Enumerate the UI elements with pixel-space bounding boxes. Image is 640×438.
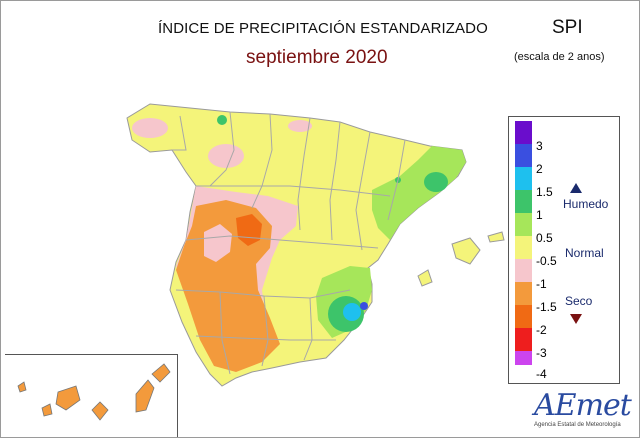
dry-zone-pink-inner [204, 224, 232, 262]
legend-swatch [515, 213, 532, 236]
logo-caption: Agencia Estatal de Meteorología [534, 422, 621, 428]
legend-tick: 1 [536, 208, 543, 222]
legend-tick: 2 [536, 162, 543, 176]
legend-swatch [515, 305, 532, 328]
legend-swatch [515, 282, 532, 305]
legend-tick: -2 [536, 323, 547, 337]
legend-tick: -1 [536, 277, 547, 291]
canary-islands [17, 363, 171, 421]
canary-inset [5, 354, 178, 437]
legend-swatch [515, 121, 532, 144]
map-title: ÍNDICE DE PRECIPITACIÓN ESTANDARIZADO [158, 20, 488, 37]
legend-swatch [515, 144, 532, 167]
dry-zone-cantabria [288, 120, 312, 132]
index-label: SPI [552, 17, 583, 38]
legend: 3 2 1.5 1 0.5 -0.5 -1 -1.5 -2 -3 -4 Hume… [508, 116, 620, 384]
legend-swatch [515, 259, 532, 282]
balearic-menorca [487, 231, 505, 243]
wet-label: Humedo [563, 197, 609, 211]
dry-arrow-icon [570, 314, 582, 324]
wet-spot-catalonia [424, 172, 448, 192]
scale-note: (escala de 2 anos) [514, 51, 605, 63]
legend-tick: -4 [536, 367, 547, 381]
map-subtitle: septiembre 2020 [246, 47, 388, 68]
wet-spot-north [217, 115, 227, 125]
legend-swatch [515, 167, 532, 190]
legend-swatch [515, 328, 532, 351]
wet-arrow-icon [570, 183, 582, 193]
logo-wordmark: AEmet [534, 388, 632, 423]
normal-label: Normal [565, 246, 604, 260]
wet-zone-northeast [372, 146, 466, 240]
legend-swatch [515, 351, 532, 365]
legend-tick: 3 [536, 139, 543, 153]
legend-tick: -3 [536, 346, 547, 360]
dry-zone-leon [208, 144, 244, 168]
balearic-mallorca [451, 237, 481, 265]
very-wet-spot-murcia [343, 303, 361, 321]
province-boundaries [172, 111, 406, 375]
legend-tick: 0.5 [536, 231, 553, 245]
legend-tick: 1.5 [536, 185, 553, 199]
extreme-wet-spot [360, 302, 368, 310]
legend-tick: -0.5 [536, 254, 557, 268]
aemet-logo: AEmet Agencia Estatal de Meteorología [534, 388, 632, 434]
legend-swatch [515, 190, 532, 213]
dry-label: Seco [565, 294, 593, 308]
balearic-ibiza [417, 269, 433, 287]
peninsula-base [126, 103, 467, 387]
legend-tick: -1.5 [536, 300, 557, 314]
legend-swatch [515, 236, 532, 259]
dry-zone-galicia [132, 118, 168, 138]
